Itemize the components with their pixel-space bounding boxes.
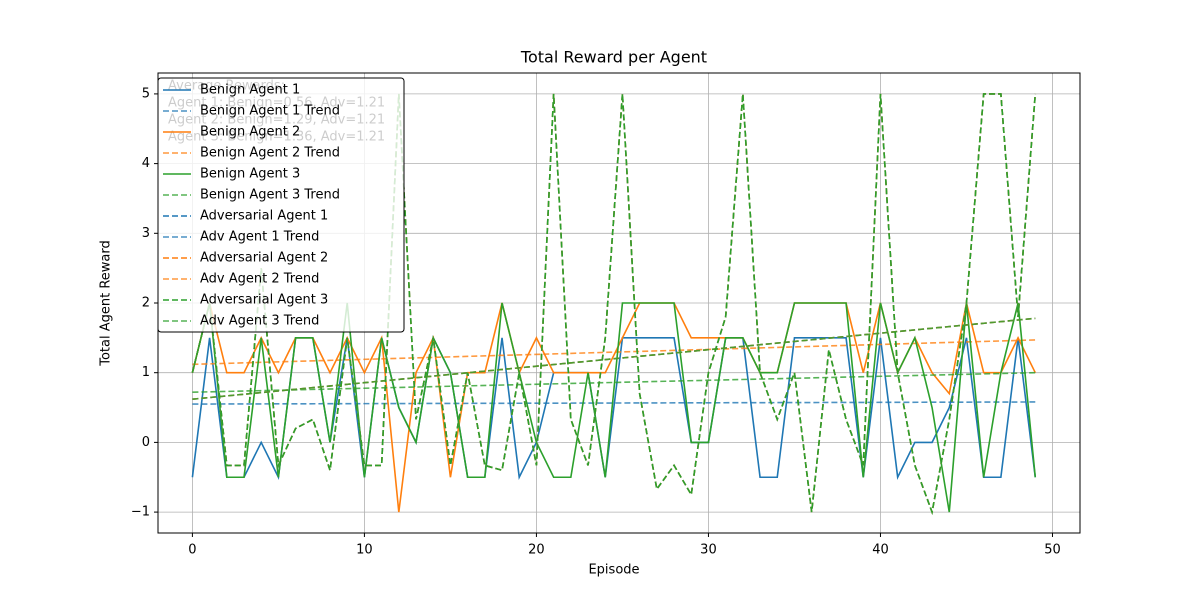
legend-label: Adv Agent 2 Trend — [200, 272, 319, 287]
chart-title: Total Reward per Agent — [520, 48, 707, 67]
y-tick-label: 3 — [142, 226, 150, 241]
series-line — [192, 339, 1036, 366]
legend-label: Adversarial Agent 1 — [200, 209, 328, 224]
y-tick-label: 2 — [142, 296, 150, 311]
y-axis-label: Total Agent Reward — [99, 240, 114, 367]
y-tick-label: −1 — [131, 505, 150, 520]
x-tick-label: 30 — [700, 543, 717, 558]
legend-label: Benign Agent 3 — [200, 167, 300, 182]
x-tick-label: 10 — [356, 543, 373, 558]
x-axis-label: Episode — [588, 563, 639, 578]
legend-label: Adv Agent 3 Trend — [200, 314, 319, 329]
legend-label: Benign Agent 2 Trend — [200, 146, 340, 161]
y-tick-label: 5 — [142, 86, 150, 101]
y-tick-label: 4 — [142, 156, 150, 171]
legend-label: Benign Agent 1 Trend — [200, 104, 340, 119]
legend-label: Adversarial Agent 3 — [200, 293, 328, 308]
series-line — [192, 371, 1036, 394]
x-tick-label: 50 — [1044, 543, 1061, 558]
y-tick-label: 1 — [142, 365, 150, 380]
series-line — [191, 93, 1037, 516]
x-tick-label: 0 — [188, 543, 196, 558]
series-line — [192, 317, 1036, 400]
legend: Benign Agent 1 Benign Agent 1 Trend Benign… — [157, 77, 405, 333]
legend-label: Benign Agent 2 — [200, 125, 300, 140]
legend-label: Adversarial Agent 2 — [200, 251, 328, 266]
x-tick-label: 20 — [528, 543, 545, 558]
series-line — [192, 401, 1036, 405]
legend-label: Benign Agent 1 — [200, 83, 300, 98]
series-line — [191, 302, 1037, 513]
legend-label: Benign Agent 3 Trend — [200, 188, 340, 203]
y-tick-label: 0 — [142, 435, 150, 450]
legend-box — [157, 77, 405, 333]
x-tick-label: 40 — [872, 543, 889, 558]
legend-label: Adv Agent 1 Trend — [200, 230, 319, 245]
